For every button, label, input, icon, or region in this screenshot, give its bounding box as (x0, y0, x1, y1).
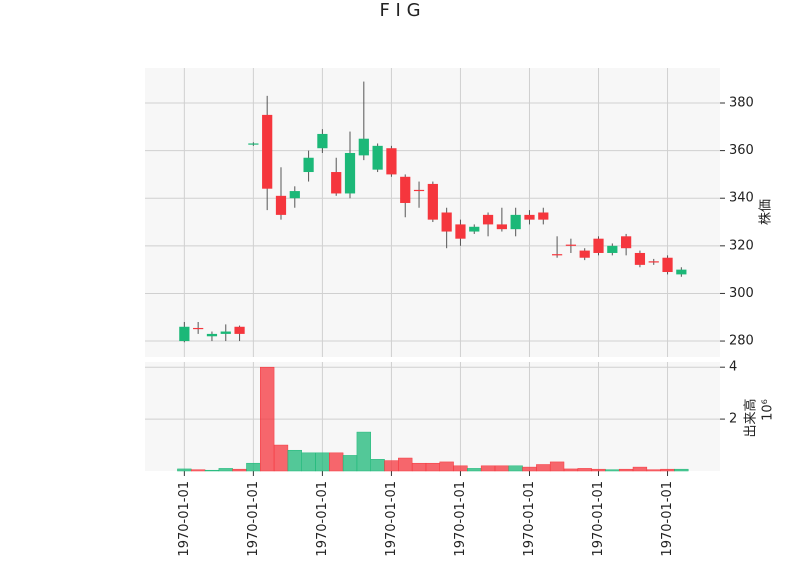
x-tick-label: 1970-01-01 (246, 481, 261, 557)
y-axis-label: 株価 (759, 199, 774, 225)
volume-bar (273, 444, 289, 472)
x-tick-label: 1970-01-01 (660, 481, 675, 557)
chart-title: F I G (379, 0, 420, 21)
candle-body (593, 238, 604, 253)
y-tick-label: 300 (729, 286, 754, 301)
candle-body (676, 269, 687, 275)
x-tick-label: 1970-01-01 (177, 481, 192, 557)
volume-bar (480, 465, 496, 472)
candle-body (248, 143, 259, 145)
candle-body (220, 331, 231, 334)
candle-body (275, 195, 287, 215)
volume-bar (674, 468, 689, 472)
candle-body (427, 183, 438, 220)
volume-bar (425, 462, 440, 472)
volume-bar (260, 366, 275, 472)
volume-bar (632, 466, 648, 472)
volume-bar (246, 462, 261, 472)
candle-body (234, 326, 245, 334)
candle-body (551, 254, 563, 256)
volume-panel (145, 362, 720, 471)
candle-body (648, 261, 659, 263)
volume-bar (453, 465, 468, 472)
candle-body (662, 257, 673, 273)
volume-bar (646, 469, 661, 472)
volume-bar (301, 452, 316, 472)
volume-bar (618, 468, 634, 472)
x-tick-label: 1970-01-01 (453, 481, 468, 557)
volume-tick-label: 2 (729, 412, 737, 427)
candle-body (496, 224, 507, 230)
volume-bar (563, 468, 579, 472)
volume-scale-label: 10⁶ (761, 399, 776, 421)
candle-body (372, 145, 383, 170)
candle-body (262, 114, 273, 189)
candle-body (303, 157, 314, 173)
candle-body (524, 214, 535, 220)
volume-bar (660, 468, 675, 472)
volume-bar (287, 449, 302, 472)
volume-bar (467, 468, 482, 472)
volume-bar (577, 468, 592, 472)
candle-body (193, 327, 204, 330)
candle-body (400, 176, 411, 203)
y-tick-label: 320 (729, 238, 754, 253)
volume-bar (536, 464, 551, 472)
candle-body (634, 252, 646, 265)
volume-bar (232, 468, 247, 472)
candle-body (358, 138, 369, 156)
volume-tick-label: 4 (729, 360, 737, 375)
volume-bar (370, 459, 385, 472)
volume-bar (398, 457, 413, 472)
y-tick-label: 360 (729, 143, 754, 158)
candle-body (565, 244, 577, 246)
volume-bar (549, 461, 565, 472)
volume-bar (384, 460, 399, 472)
candle-body (510, 214, 521, 230)
volume-bar (329, 452, 344, 472)
candle-body (482, 214, 494, 225)
volume-bar (315, 452, 330, 472)
volume-bar (411, 462, 427, 472)
volume-bar (177, 468, 192, 472)
x-tick-label: 1970-01-01 (315, 481, 330, 557)
candle-body (289, 191, 300, 199)
volume-bar (591, 468, 606, 472)
candle-body (331, 172, 342, 194)
volume-bar (508, 465, 523, 472)
candle-body (206, 333, 218, 337)
volume-axis-label: 出来高 (743, 398, 759, 437)
y-tick-label: 380 (729, 95, 754, 110)
volume-bar (439, 461, 454, 472)
candle-body (538, 212, 549, 220)
candle-body (441, 212, 452, 232)
x-tick-label: 1970-01-01 (522, 481, 537, 557)
y-tick-label: 340 (729, 191, 754, 206)
candle-body (455, 224, 466, 239)
volume-bar (218, 468, 233, 472)
volume-bar (204, 469, 220, 472)
candle-body (579, 250, 590, 258)
candle-body (607, 245, 618, 253)
candle-body (344, 152, 356, 194)
candle-body (621, 236, 632, 249)
volume-bar (356, 431, 371, 472)
candle-body (386, 148, 397, 175)
candle-body (179, 326, 190, 342)
x-tick-label: 1970-01-01 (591, 481, 606, 557)
candle-body (317, 133, 328, 149)
volume-bar (494, 465, 510, 472)
volume-bar (190, 469, 206, 472)
candle-body (469, 226, 480, 232)
volume-bar (342, 455, 358, 472)
x-tick-label: 1970-01-01 (384, 481, 399, 557)
candle-body (413, 189, 425, 192)
volume-bar (522, 466, 537, 472)
y-tick-label: 280 (729, 334, 754, 349)
volume-bar (605, 469, 620, 472)
